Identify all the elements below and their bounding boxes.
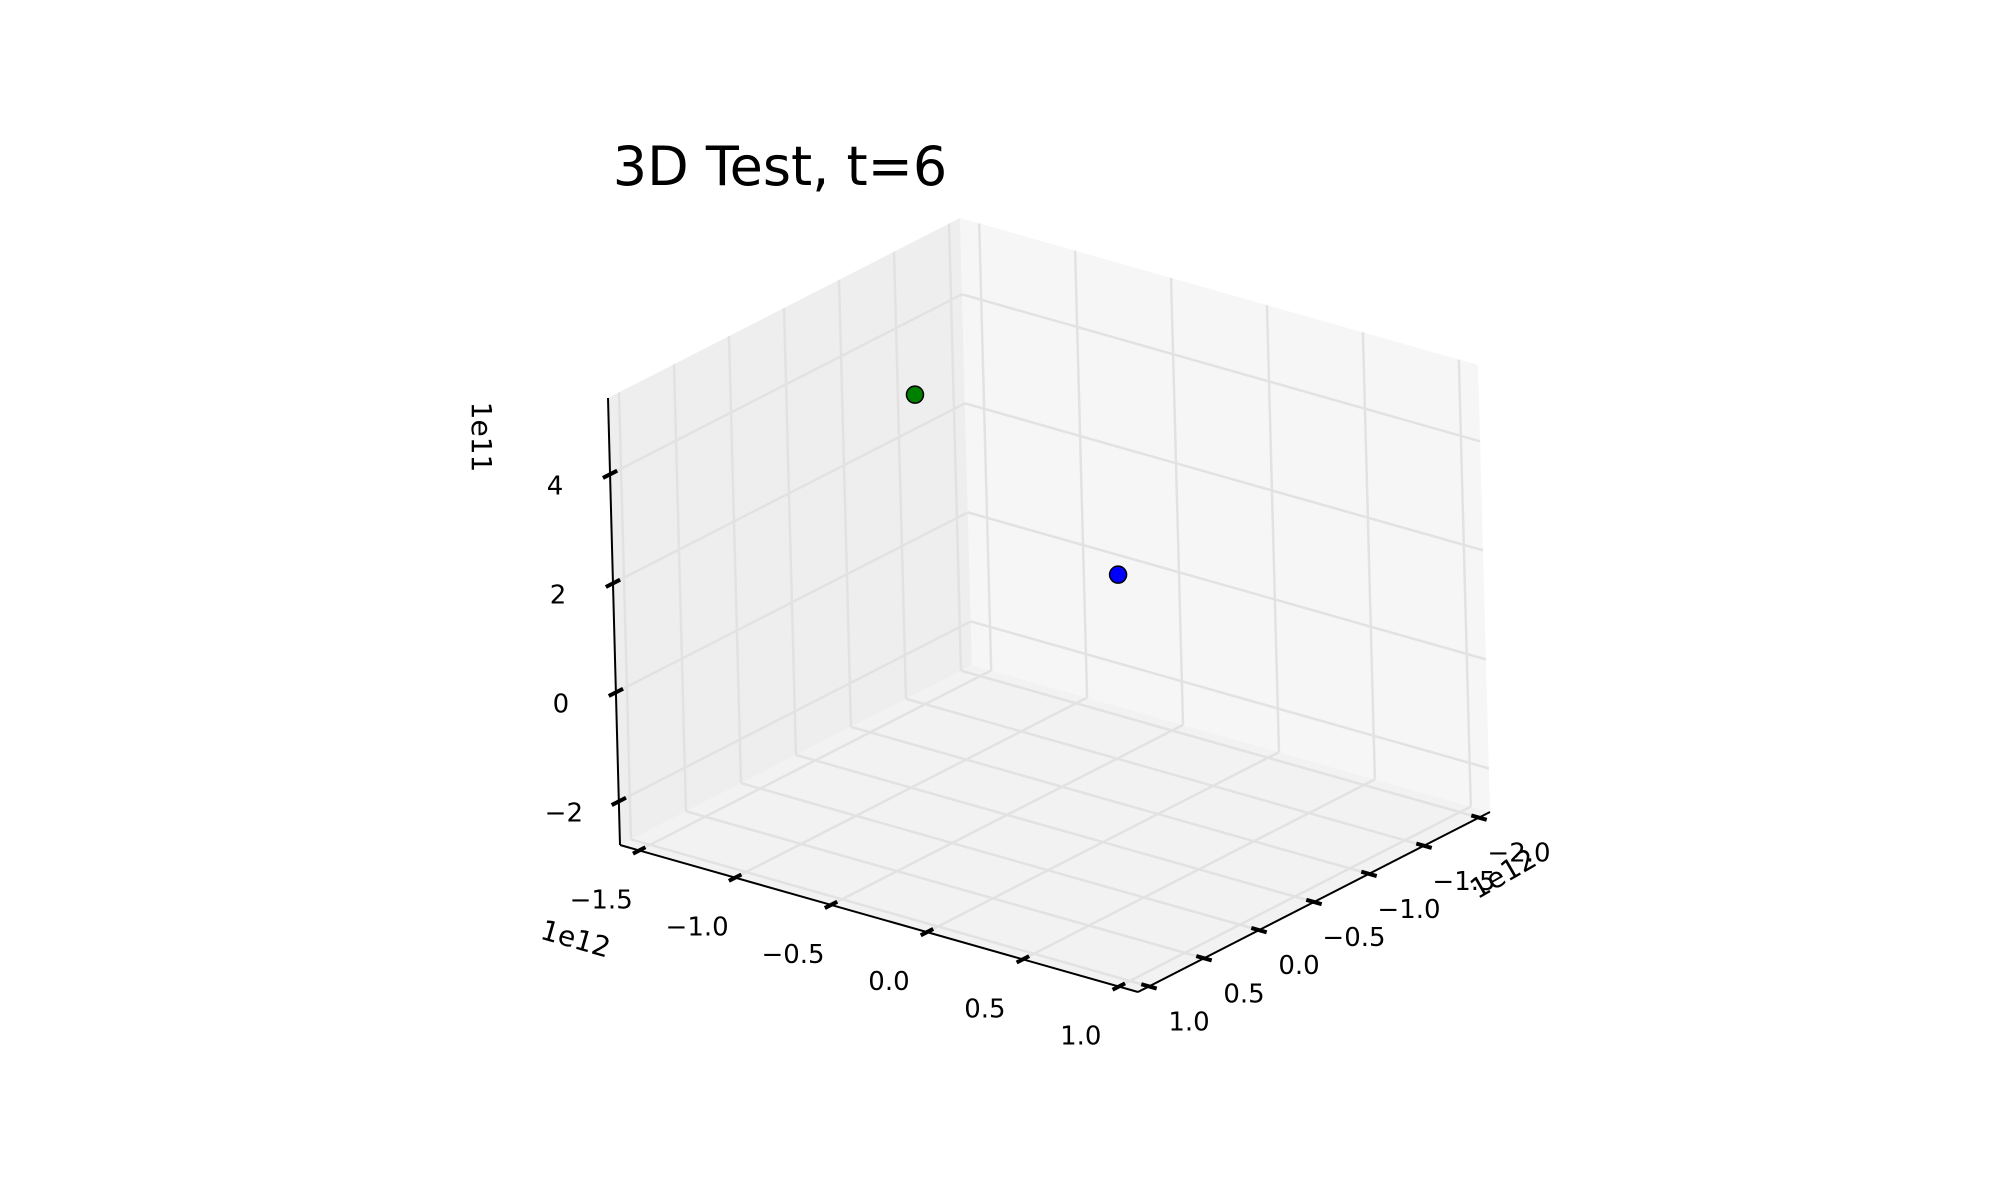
- y-tick-label: −2.0: [1487, 839, 1550, 869]
- x-tick-mark: [632, 845, 647, 856]
- grid-line-y-floor: [630, 838, 1150, 988]
- grid-line-y-left: [727, 336, 743, 784]
- y-tick-mark: [1415, 841, 1433, 850]
- z-tick-mark: [604, 577, 622, 589]
- tick-marks: [602, 468, 1488, 992]
- grid-line-y-left: [947, 223, 963, 671]
- y-tick-label: 0.0: [1278, 951, 1319, 981]
- data-point-2: [1108, 565, 1128, 584]
- grid-line-x-back: [1265, 305, 1281, 753]
- y-tick-mark: [1305, 897, 1323, 907]
- grid-line-x-back: [1457, 359, 1473, 807]
- x-tick-mark: [727, 872, 743, 883]
- grid-line-z-back: [961, 293, 1481, 443]
- grid-line-y-floor: [740, 781, 1260, 932]
- grid-line-y-floor: [850, 725, 1370, 876]
- x-tick-mark: [1015, 954, 1031, 965]
- z-tick-label: 0: [553, 689, 570, 719]
- grid-line-y-floor: [795, 753, 1315, 904]
- z-axis-offset-label: 1e11: [465, 402, 498, 473]
- z-tick-label: 2: [550, 580, 567, 610]
- x-tick-label: −0.5: [761, 940, 824, 970]
- grid-line-y-floor: [905, 697, 1425, 847]
- grid-line-y-left: [892, 251, 908, 699]
- z-tick-label: −2: [545, 798, 583, 828]
- grid-line-z-left: [609, 293, 963, 476]
- y-tick-mark: [1360, 869, 1378, 878]
- y-tick-mark: [1140, 982, 1158, 991]
- z-tick-mark: [607, 686, 624, 698]
- y-tick-label: 0.5: [1223, 979, 1264, 1009]
- grid-line-z-left: [618, 620, 972, 803]
- x-axis-offset-label: 1e12: [537, 913, 614, 964]
- grid-line-z-back: [964, 402, 1484, 552]
- z-tick-mark: [602, 468, 619, 480]
- back-wall-pane: [960, 218, 1490, 812]
- y-tick-mark: [1195, 954, 1213, 963]
- data-point-1: [905, 385, 925, 404]
- x-axis-line: [619, 844, 1139, 993]
- grid-line-x-back: [1073, 250, 1089, 698]
- x-tick-label: −1.0: [666, 913, 729, 943]
- x-tick-label: 0.5: [964, 994, 1005, 1024]
- tick-labels: −1.5−1.0−0.50.00.51.0−2.0−1.5−1.0−0.50.0…: [545, 471, 1551, 1051]
- grid-line-x-back: [1169, 277, 1185, 725]
- x-tick-label: 1.0: [1060, 1022, 1101, 1052]
- x-tick-label: 0.0: [868, 967, 909, 997]
- z-tick-mark: [610, 795, 627, 807]
- chart-title: 3D Test, t=6: [613, 135, 948, 198]
- data-points: [905, 385, 1128, 584]
- grid-line-y-left: [782, 307, 798, 756]
- y-tick-label: −1.5: [1432, 867, 1495, 897]
- grid-line-y-left: [837, 279, 853, 727]
- grid-line-x-back: [977, 223, 993, 671]
- grid-line-z-back: [970, 620, 1490, 770]
- grid-lines: [609, 223, 1490, 988]
- grid-line-z-back: [967, 511, 1487, 661]
- y-tick-label: −0.5: [1322, 923, 1385, 953]
- grid-line-z-left: [615, 511, 969, 694]
- y-tick-label: −1.0: [1377, 895, 1440, 925]
- y-tick-label: 1.0: [1168, 1007, 1209, 1037]
- grid-line-y-left: [617, 392, 633, 840]
- grid-line-y-left: [672, 364, 688, 812]
- grid-line-x-back: [1361, 332, 1377, 780]
- x-tick-mark: [823, 899, 839, 910]
- x-tick-mark: [1111, 981, 1126, 992]
- grid-line-z-left: [612, 402, 966, 585]
- y-tick-mark: [1470, 813, 1488, 822]
- y-tick-mark: [1250, 926, 1268, 935]
- x-tick-label: −1.5: [570, 885, 633, 915]
- grid-line-y-floor: [960, 669, 1480, 819]
- grid-line-y-floor: [685, 810, 1205, 960]
- x-tick-mark: [919, 927, 935, 938]
- z-tick-label: 4: [547, 471, 564, 501]
